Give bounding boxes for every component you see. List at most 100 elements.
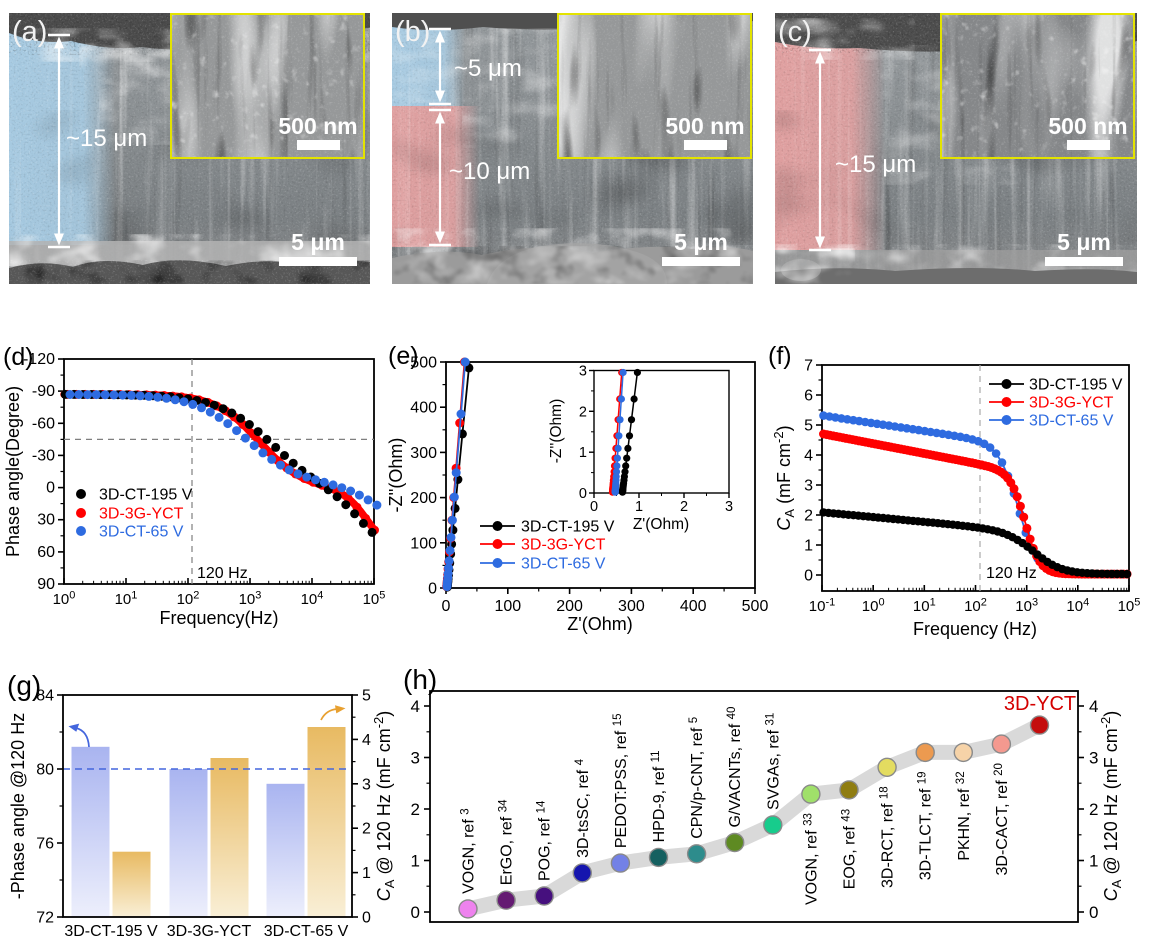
svg-text:90: 90 [37, 576, 55, 593]
svg-text:1: 1 [1089, 852, 1098, 871]
svg-text:Z'(Ohm): Z'(Ohm) [567, 614, 632, 634]
svg-text:1: 1 [362, 865, 371, 882]
svg-text:POG, ref 14: POG, ref 14 [536, 800, 554, 881]
svg-text:3D-RCT, ref 18: 3D-RCT, ref 18 [879, 786, 897, 888]
svg-text:-30: -30 [32, 447, 55, 464]
svg-text:~15 μm: ~15 μm [835, 151, 916, 178]
svg-text:5 μm: 5 μm [674, 229, 728, 255]
svg-text:0: 0 [590, 499, 598, 515]
svg-text:3: 3 [579, 364, 587, 380]
svg-text:100: 100 [53, 589, 76, 608]
svg-text:ErGO, ref 34: ErGO, ref 34 [498, 799, 516, 885]
svg-text:105: 105 [363, 589, 386, 608]
svg-text:3D-3G-YCT: 3D-3G-YCT [167, 923, 252, 940]
svg-text:500 nm: 500 nm [1048, 113, 1127, 139]
svg-text:3D-CT-65 V: 3D-CT-65 V [264, 923, 349, 940]
svg-text:1: 1 [579, 445, 587, 461]
svg-text:3D-3G-YCT: 3D-3G-YCT [99, 506, 184, 523]
svg-text:0: 0 [428, 581, 437, 598]
svg-text:G/VACNTs, ref 40: G/VACNTs, ref 40 [726, 707, 744, 828]
svg-text:102: 102 [964, 596, 987, 615]
svg-text:EOG, ref 43: EOG, ref 43 [841, 809, 859, 889]
svg-text:105: 105 [1118, 596, 1141, 615]
svg-text:3D-CT-65 V: 3D-CT-65 V [521, 556, 606, 573]
svg-text:(b): (b) [395, 16, 430, 48]
svg-text:4: 4 [411, 697, 420, 716]
svg-text:300: 300 [618, 598, 645, 615]
svg-text:0: 0 [362, 910, 371, 927]
svg-text:5: 5 [362, 688, 371, 705]
svg-text:5: 5 [804, 418, 813, 435]
svg-text:7: 7 [804, 358, 813, 375]
svg-text:80: 80 [36, 762, 54, 779]
svg-text:100: 100 [494, 598, 521, 615]
svg-text:104: 104 [301, 589, 324, 608]
svg-text:3D-CACT, ref 20: 3D-CACT, ref 20 [993, 763, 1011, 875]
svg-text:120 Hz: 120 Hz [197, 565, 248, 582]
svg-text:2: 2 [680, 499, 688, 515]
svg-text:(e): (e) [388, 342, 419, 370]
svg-text:VOGN, ref 3: VOGN, ref 3 [460, 808, 478, 894]
svg-text:3D-tsSC, ref 4: 3D-tsSC, ref 4 [574, 758, 592, 857]
svg-text:101: 101 [913, 596, 936, 615]
svg-text:(g): (g) [7, 670, 41, 701]
svg-text:0: 0 [46, 480, 55, 497]
svg-text:101: 101 [115, 589, 138, 608]
svg-text:3D-CT-195 V: 3D-CT-195 V [521, 519, 615, 536]
svg-text:30: 30 [37, 512, 55, 529]
svg-text:2: 2 [579, 404, 587, 420]
svg-text:0: 0 [579, 486, 587, 502]
svg-text:3D-3G-YCT: 3D-3G-YCT [521, 537, 606, 554]
svg-text:-90: -90 [32, 383, 55, 400]
svg-text:CA (mF cm-2): CA (mF cm-2) [771, 425, 797, 530]
svg-text:2: 2 [804, 508, 813, 525]
svg-text:-Phase angle @120 Hz: -Phase angle @120 Hz [8, 713, 28, 899]
svg-text:~10 μm: ~10 μm [449, 158, 530, 185]
svg-text:2: 2 [411, 800, 420, 819]
svg-text:400: 400 [410, 400, 437, 417]
svg-text:3D-CT-65 V: 3D-CT-65 V [1029, 413, 1114, 430]
svg-text:CA @ 120 Hz (mF cm-2): CA @ 120 Hz (mF cm-2) [1098, 711, 1124, 902]
svg-text:5 μm: 5 μm [291, 229, 345, 255]
svg-text:Z'(Ohm): Z'(Ohm) [633, 516, 689, 533]
svg-text:103: 103 [1015, 596, 1038, 615]
svg-text:500 nm: 500 nm [278, 113, 357, 139]
svg-text:3: 3 [362, 776, 371, 793]
svg-text:-Z''(Ohm): -Z''(Ohm) [548, 399, 565, 463]
svg-text:2: 2 [362, 821, 371, 838]
svg-text:CA @ 120 Hz (mF cm-2): CA @ 120 Hz (mF cm-2) [371, 711, 397, 902]
svg-text:HPD-9, ref 11: HPD-9, ref 11 [650, 750, 668, 842]
svg-text:4: 4 [1089, 697, 1098, 716]
svg-text:3: 3 [411, 749, 420, 768]
svg-text:84: 84 [36, 688, 54, 705]
svg-text:102: 102 [177, 589, 200, 608]
svg-text:3: 3 [1089, 749, 1098, 768]
svg-text:5 μm: 5 μm [1057, 229, 1111, 255]
svg-text:0: 0 [804, 568, 813, 585]
svg-text:4: 4 [362, 732, 371, 749]
svg-text:72: 72 [36, 910, 54, 927]
svg-text:3: 3 [725, 499, 733, 515]
svg-text:1: 1 [411, 852, 420, 871]
svg-text:100: 100 [410, 535, 437, 552]
svg-text:76: 76 [36, 836, 54, 853]
svg-text:CPN/p-CNT, ref 5: CPN/p-CNT, ref 5 [688, 717, 706, 839]
svg-text:500: 500 [410, 355, 437, 372]
svg-text:3D-3G-YCT: 3D-3G-YCT [1029, 395, 1114, 412]
svg-text:Frequency (Hz): Frequency (Hz) [913, 619, 1037, 639]
svg-text:SVGAs, ref 31: SVGAs, ref 31 [764, 713, 782, 810]
svg-text:3D-CT-195 V: 3D-CT-195 V [64, 923, 158, 940]
svg-text:0: 0 [411, 903, 420, 922]
svg-text:100: 100 [862, 596, 885, 615]
svg-text:300: 300 [410, 445, 437, 462]
svg-text:Phase angle(Degree): Phase angle(Degree) [3, 386, 23, 557]
svg-text:120 Hz: 120 Hz [986, 565, 1037, 582]
svg-text:-60: -60 [32, 415, 55, 432]
svg-text:0: 0 [1089, 903, 1098, 922]
svg-text:1: 1 [804, 538, 813, 555]
svg-text:(c): (c) [778, 16, 812, 48]
svg-text:6: 6 [804, 388, 813, 405]
svg-text:104: 104 [1066, 596, 1089, 615]
svg-text:~5 μm: ~5 μm [454, 55, 522, 82]
svg-text:3D-TLCT, ref 19: 3D-TLCT, ref 19 [917, 771, 935, 880]
